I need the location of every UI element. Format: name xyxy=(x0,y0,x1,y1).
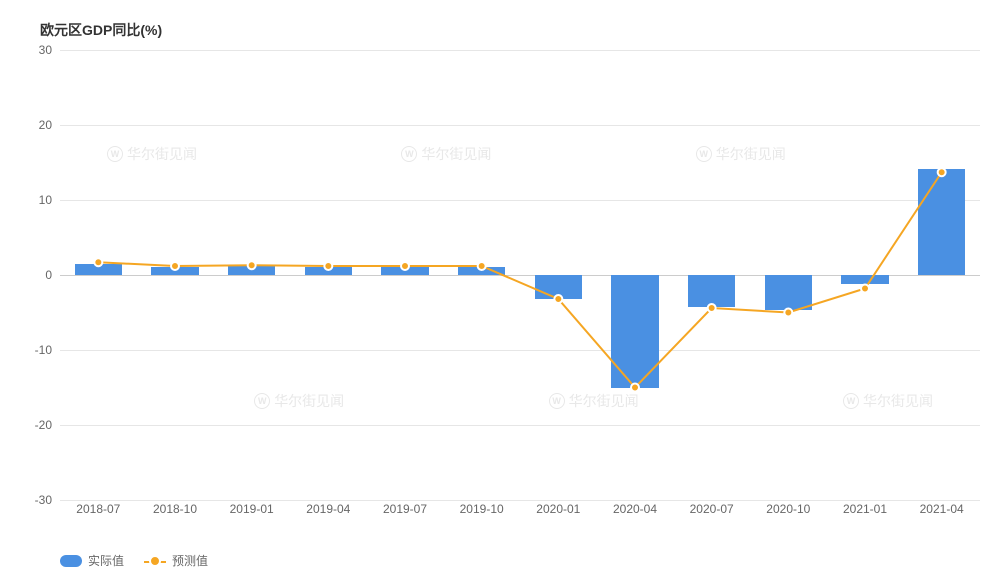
plot-area: -30-20-100102030 W华尔街见闻W华尔街见闻W华尔街见闻W华尔街见… xyxy=(60,50,980,500)
legend-label-line: 预测值 xyxy=(172,552,208,569)
y-tick-label: 20 xyxy=(39,118,52,132)
legend-label-bar: 实际值 xyxy=(88,552,124,569)
chart-title: 欧元区GDP同比(%) xyxy=(40,20,980,40)
x-axis: 2018-07 2018-10 2019-01 2019-04 2019-07 2019-… xyxy=(60,500,980,520)
legend-item-bar: 实际值 xyxy=(60,552,124,569)
line-marker xyxy=(248,261,256,269)
line-marker xyxy=(324,262,332,270)
y-axis: -30-20-100102030 xyxy=(30,50,60,500)
line-marker xyxy=(861,285,869,293)
line-marker xyxy=(708,304,716,312)
x-tick-label: 2020-01 xyxy=(536,502,580,516)
x-tick-label: 2020-10 xyxy=(766,502,810,516)
x-tick-label: 2021-01 xyxy=(843,502,887,516)
line-marker xyxy=(784,309,792,317)
line-marker xyxy=(401,262,409,270)
x-tick-label: 2019-10 xyxy=(460,502,504,516)
legend: 实际值 预测值 xyxy=(60,552,208,569)
legend-swatch-bar xyxy=(60,555,82,567)
line-layer xyxy=(60,50,980,500)
y-tick-label: 10 xyxy=(39,193,52,207)
line-svg xyxy=(60,50,980,500)
y-tick-label: -30 xyxy=(35,493,52,507)
x-tick-label: 2019-01 xyxy=(230,502,274,516)
y-tick-label: 0 xyxy=(45,268,52,282)
line-marker xyxy=(171,262,179,270)
line-marker xyxy=(631,384,639,392)
legend-item-line: 预测值 xyxy=(144,552,208,569)
x-tick-label: 2021-04 xyxy=(920,502,964,516)
x-tick-label: 2019-04 xyxy=(306,502,350,516)
y-tick-label: 30 xyxy=(39,43,52,57)
legend-swatch-line xyxy=(144,555,166,567)
series-line xyxy=(98,172,941,387)
line-marker xyxy=(478,262,486,270)
line-marker xyxy=(94,258,102,266)
x-tick-label: 2018-07 xyxy=(76,502,120,516)
y-tick-label: -10 xyxy=(35,343,52,357)
y-tick-label: -20 xyxy=(35,418,52,432)
x-tick-label: 2020-04 xyxy=(613,502,657,516)
x-tick-label: 2018-10 xyxy=(153,502,197,516)
chart-container: 欧元区GDP同比(%) -30-20-100102030 W华尔街见闻W华尔街见… xyxy=(0,0,1000,577)
x-tick-label: 2020-07 xyxy=(690,502,734,516)
line-marker xyxy=(554,295,562,303)
line-marker xyxy=(938,168,946,176)
x-tick-label: 2019-07 xyxy=(383,502,427,516)
